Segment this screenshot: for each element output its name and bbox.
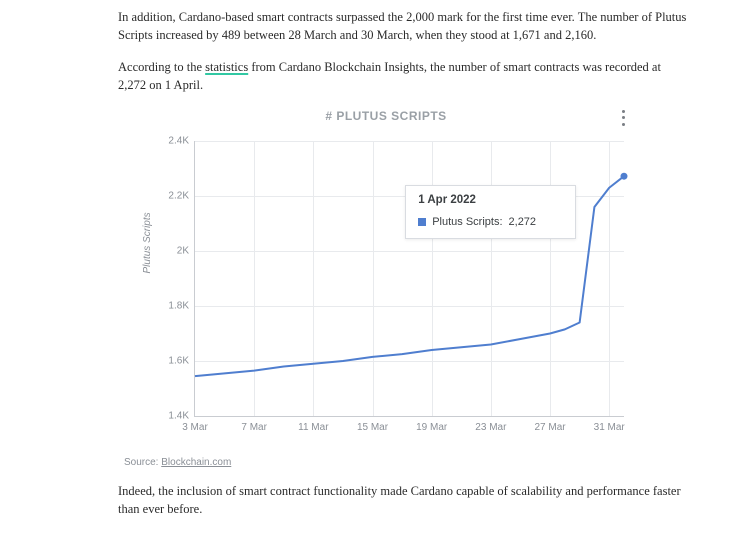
x-tick-label: 15 Mar bbox=[357, 416, 388, 433]
chart-source: Source: Blockchain.com bbox=[124, 457, 690, 468]
tooltip-title: 1 Apr 2022 bbox=[418, 194, 563, 206]
chart-y-axis-label: Plutus Scripts bbox=[142, 212, 153, 273]
chart-title: # PLUTUS SCRIPTS bbox=[136, 109, 636, 123]
x-tick-label: 3 Mar bbox=[182, 416, 208, 433]
chart-line-series bbox=[195, 141, 624, 416]
tooltip-series-label: Plutus Scripts: bbox=[432, 216, 502, 228]
chart-plot-area: 1.4K1.6K1.8K2K2.2K2.4K3 Mar7 Mar11 Mar15… bbox=[194, 141, 624, 417]
chart-menu-button[interactable] bbox=[616, 109, 630, 127]
source-link[interactable]: Blockchain.com bbox=[161, 457, 231, 468]
paragraph-2-pre: According to the bbox=[118, 60, 205, 74]
paragraph-1: In addition, Cardano-based smart contrac… bbox=[118, 8, 690, 44]
x-tick-label: 31 Mar bbox=[594, 416, 625, 433]
y-tick-label: 1.6K bbox=[168, 355, 195, 366]
x-tick-label: 7 Mar bbox=[241, 416, 267, 433]
x-tick-label: 27 Mar bbox=[534, 416, 565, 433]
chart-tooltip: 1 Apr 2022 Plutus Scripts: 2,272 bbox=[405, 185, 576, 239]
x-tick-label: 19 Mar bbox=[416, 416, 447, 433]
paragraph-3: Indeed, the inclusion of smart contract … bbox=[118, 482, 690, 518]
y-tick-label: 1.8K bbox=[168, 300, 195, 311]
plutus-scripts-chart: # PLUTUS SCRIPTS Plutus Scripts 1.4K1.6K… bbox=[136, 109, 636, 449]
article-fragment: In addition, Cardano-based smart contrac… bbox=[0, 0, 750, 554]
paragraph-2: According to the statistics from Cardano… bbox=[118, 58, 690, 94]
tooltip-value: 2,272 bbox=[509, 216, 537, 228]
tooltip-swatch bbox=[418, 218, 426, 226]
statistics-link[interactable]: statistics bbox=[205, 60, 248, 74]
y-tick-label: 2K bbox=[177, 245, 195, 256]
y-tick-label: 2.4K bbox=[168, 135, 195, 146]
tooltip-row: Plutus Scripts: 2,272 bbox=[418, 216, 563, 228]
x-tick-label: 23 Mar bbox=[475, 416, 506, 433]
y-tick-label: 2.2K bbox=[168, 190, 195, 201]
source-label: Source: bbox=[124, 457, 161, 468]
x-tick-label: 11 Mar bbox=[298, 416, 328, 433]
